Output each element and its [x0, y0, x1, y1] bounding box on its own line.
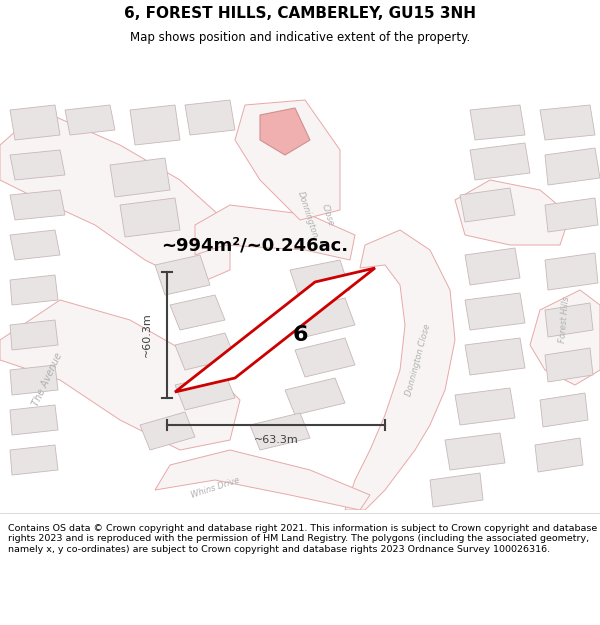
Polygon shape: [10, 150, 65, 180]
Text: Contains OS data © Crown copyright and database right 2021. This information is : Contains OS data © Crown copyright and d…: [8, 524, 597, 554]
Polygon shape: [465, 338, 525, 375]
Text: ~63.3m: ~63.3m: [254, 435, 298, 445]
Polygon shape: [155, 450, 370, 510]
Polygon shape: [445, 433, 505, 470]
Polygon shape: [535, 438, 583, 472]
Polygon shape: [10, 445, 58, 475]
Polygon shape: [290, 260, 350, 300]
Polygon shape: [540, 393, 588, 427]
Polygon shape: [545, 348, 593, 382]
Polygon shape: [235, 100, 340, 220]
Polygon shape: [10, 190, 65, 220]
Polygon shape: [460, 188, 515, 222]
Polygon shape: [130, 105, 180, 145]
Polygon shape: [545, 303, 593, 337]
Polygon shape: [540, 105, 595, 140]
Polygon shape: [110, 158, 170, 197]
Polygon shape: [455, 180, 570, 245]
Polygon shape: [260, 108, 310, 155]
Polygon shape: [175, 373, 235, 410]
Polygon shape: [10, 275, 58, 305]
Polygon shape: [530, 290, 600, 385]
Polygon shape: [140, 412, 195, 450]
Text: Whins Drive: Whins Drive: [190, 476, 241, 500]
Polygon shape: [470, 143, 530, 180]
Polygon shape: [345, 230, 455, 510]
Text: ~994m²/~0.246ac.: ~994m²/~0.246ac.: [161, 236, 349, 254]
Polygon shape: [0, 300, 240, 450]
Text: The Avenue: The Avenue: [31, 352, 65, 408]
Text: Close: Close: [320, 202, 336, 228]
Polygon shape: [295, 338, 355, 377]
Polygon shape: [545, 253, 598, 290]
Polygon shape: [155, 255, 210, 295]
Text: Donnington Close: Donnington Close: [404, 323, 432, 397]
Polygon shape: [195, 205, 355, 260]
Polygon shape: [65, 105, 115, 135]
Text: Forest Hills: Forest Hills: [559, 296, 572, 344]
Polygon shape: [465, 248, 520, 285]
Polygon shape: [175, 333, 235, 370]
Text: ~60.3m: ~60.3m: [142, 312, 152, 358]
Polygon shape: [10, 405, 58, 435]
Polygon shape: [10, 230, 60, 260]
Text: Map shows position and indicative extent of the property.: Map shows position and indicative extent…: [130, 31, 470, 44]
Polygon shape: [295, 298, 355, 337]
Polygon shape: [430, 473, 483, 507]
Polygon shape: [470, 105, 525, 140]
Polygon shape: [10, 365, 58, 395]
Polygon shape: [455, 388, 515, 425]
Polygon shape: [185, 100, 235, 135]
Text: Donnington: Donnington: [296, 191, 320, 239]
Polygon shape: [120, 198, 180, 237]
Polygon shape: [10, 105, 60, 140]
Polygon shape: [545, 198, 598, 232]
Polygon shape: [465, 293, 525, 330]
Polygon shape: [175, 268, 375, 392]
Polygon shape: [170, 295, 225, 330]
Polygon shape: [285, 378, 345, 415]
Polygon shape: [545, 148, 600, 185]
Text: 6: 6: [292, 325, 308, 345]
Polygon shape: [250, 413, 310, 450]
Text: 6, FOREST HILLS, CAMBERLEY, GU15 3NH: 6, FOREST HILLS, CAMBERLEY, GU15 3NH: [124, 6, 476, 21]
Polygon shape: [10, 320, 58, 350]
Polygon shape: [0, 110, 230, 285]
